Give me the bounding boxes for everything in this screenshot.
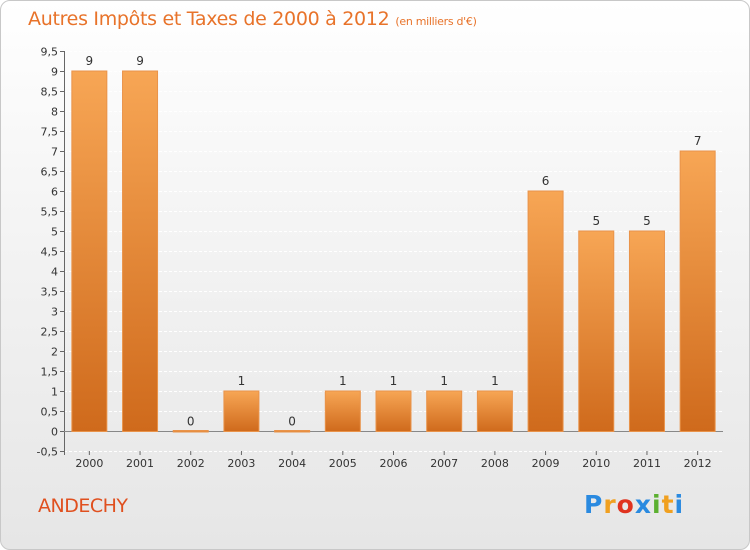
bar: [325, 391, 360, 432]
x-tick-label: 2001: [126, 457, 154, 470]
x-tick-label: 2006: [380, 457, 408, 470]
data-label: 0: [288, 415, 296, 429]
y-tick-label: 2,5: [41, 326, 59, 339]
bar: [376, 391, 411, 432]
data-label: 5: [592, 214, 600, 228]
y-tick-label: 6: [51, 186, 58, 199]
proxiti-logo: Proxiti: [584, 490, 684, 519]
x-tick-label: 2008: [481, 457, 509, 470]
logo-letter: x: [635, 490, 652, 519]
x-tick-label: 2002: [177, 457, 205, 470]
y-tick-label: 1,5: [41, 366, 59, 379]
x-tick-label: 2011: [633, 457, 661, 470]
data-label: 1: [440, 374, 448, 388]
logo-letter: i: [675, 490, 685, 519]
place-name: ANDECHY: [38, 495, 128, 517]
bar: [579, 231, 614, 432]
x-tick-label: 2004: [278, 457, 306, 470]
x-tick-label: 2007: [430, 457, 458, 470]
logo-letter: o: [617, 490, 635, 519]
y-tick-label: 9: [51, 66, 58, 79]
y-tick-label: 3,5: [41, 286, 59, 299]
x-tick-label: 2003: [227, 457, 255, 470]
x-tick-label: 2000: [75, 457, 103, 470]
bar: [528, 191, 563, 432]
logo-letter: P: [584, 490, 603, 519]
bar: [224, 391, 259, 432]
data-label: 1: [390, 374, 398, 388]
y-tick-label: 4,5: [41, 246, 59, 259]
bar: [477, 391, 512, 432]
data-label: 6: [542, 174, 550, 188]
data-label: 1: [238, 374, 246, 388]
y-tick-label: 9,5: [41, 46, 59, 59]
data-label: 0: [187, 415, 195, 429]
y-tick-label: 3: [51, 306, 58, 319]
bar: [123, 71, 158, 432]
logo-letter: t: [662, 490, 675, 519]
y-tick-label: 5,5: [41, 206, 59, 219]
y-tick-label: 8: [51, 106, 58, 119]
y-tick-label: 0: [51, 426, 58, 439]
y-tick-label: 5: [51, 226, 58, 239]
y-tick-label: 7,5: [41, 126, 59, 139]
y-tick-label: 0,5: [41, 406, 59, 419]
y-tick-label: 6,5: [41, 166, 59, 179]
x-tick-label: 2005: [329, 457, 357, 470]
x-tick-label: 2012: [684, 457, 712, 470]
y-tick-label: 7: [51, 146, 58, 159]
data-label: 9: [136, 54, 144, 68]
bar: [629, 231, 664, 432]
bar: [680, 151, 715, 432]
x-tick-label: 2010: [582, 457, 610, 470]
bar: [427, 391, 462, 432]
data-label: 9: [86, 54, 94, 68]
data-label: 7: [694, 134, 702, 148]
bar: [275, 431, 310, 433]
data-label: 1: [339, 374, 347, 388]
logo-letter: i: [652, 490, 662, 519]
logo-letter: r: [603, 490, 616, 519]
bar: [173, 431, 208, 433]
y-tick-label: 8,5: [41, 86, 59, 99]
y-tick-label: 1: [51, 386, 58, 399]
y-tick-label: 2: [51, 346, 58, 359]
bar: [72, 71, 107, 432]
data-label: 1: [491, 374, 499, 388]
y-tick-label: -0,5: [37, 446, 58, 459]
x-tick-label: 2009: [532, 457, 560, 470]
y-tick-label: 4: [51, 266, 58, 279]
data-label: 5: [643, 214, 651, 228]
